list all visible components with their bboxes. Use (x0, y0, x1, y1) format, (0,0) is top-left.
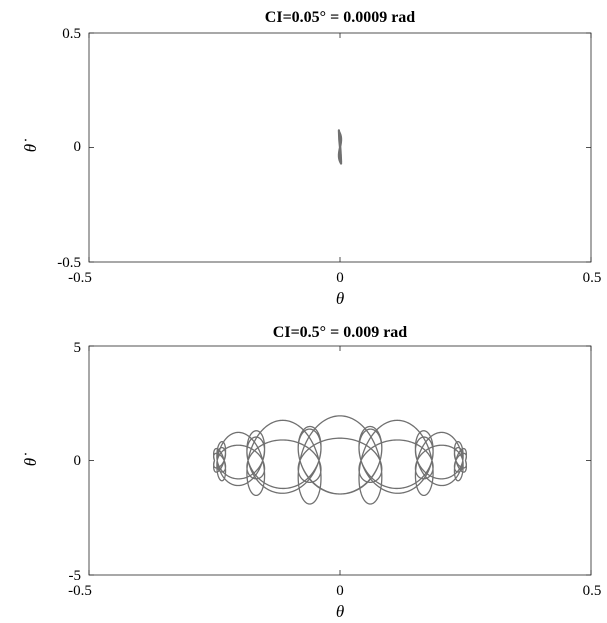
chart-panel-top: CI=0.05° = 0.0009 rad 0.5 0 -0.5 -0.5 0 … (21, 9, 601, 308)
chart-title-bottom: CI=0.5° = 0.009 rad (273, 324, 408, 341)
y-tick-label-top-min: -0.5 (57, 255, 81, 271)
x-axis-label-top: θ (336, 289, 344, 308)
x-tick-label-bottom-max: 0.5 (583, 583, 602, 599)
axis-ticks-bottom (88, 345, 592, 576)
x-tick-label-top-zero: 0 (336, 270, 344, 286)
chart-panel-bottom: CI=0.5° = 0.009 rad 5 0 -5 -0.5 0 0.5 θ … (21, 324, 601, 621)
y-tick-label-bottom-max: 5 (74, 340, 82, 356)
y-axis-label-bottom: θ̇ (21, 453, 40, 466)
x-tick-label-top-max: 0.5 (583, 270, 602, 286)
y-tick-label-top-max: 0.5 (62, 26, 81, 42)
x-axis-label-bottom: θ (336, 602, 344, 621)
chart-title-top: CI=0.05° = 0.0009 rad (265, 9, 416, 26)
x-tick-label-bottom-zero: 0 (336, 583, 344, 599)
x-tick-label-top-min: -0.5 (68, 270, 92, 286)
x-tick-label-bottom-min: -0.5 (68, 583, 92, 599)
phase-trajectory-bottom (213, 415, 467, 505)
y-tick-label-top-zero: 0 (74, 139, 82, 155)
plot-frame-bottom (88, 345, 592, 576)
y-tick-label-bottom-zero: 0 (74, 453, 82, 469)
y-tick-label-bottom-min: -5 (69, 568, 82, 584)
axis-ticks-top (88, 32, 592, 263)
phase-trajectory-top (337, 129, 343, 165)
y-axis-label-top: θ̇ (21, 139, 40, 152)
